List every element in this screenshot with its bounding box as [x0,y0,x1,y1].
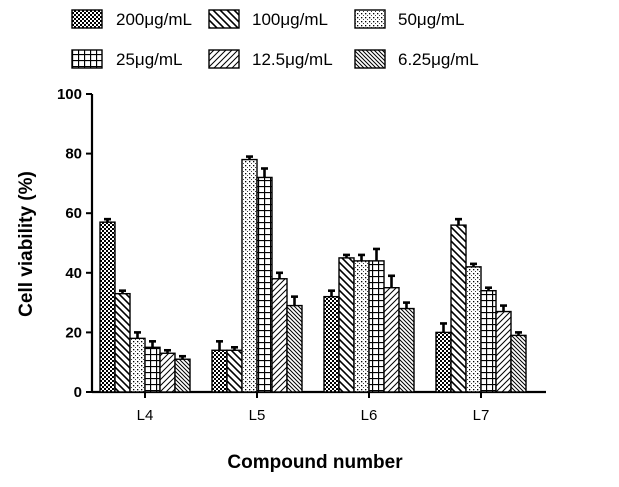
legend: 200μg/mL 100μg/mL 50μg/mL 25μg/mL 12.5μg/mL 6… [72,10,479,69]
legend-swatch [209,10,239,28]
y-tick-label: 100 [57,86,82,103]
bar [466,267,481,392]
legend-label: 200μg/mL [116,10,192,29]
y-tick-label: 60 [65,205,82,222]
bar [481,291,496,392]
legend-swatch [72,10,102,28]
legend-swatch [72,50,102,68]
legend-label: 100μg/mL [252,10,328,29]
x-tick-label: L7 [473,407,490,424]
bar [242,160,257,392]
x-tick-label: L6 [361,407,378,424]
bar [212,350,227,392]
bar [160,353,175,392]
bar [257,177,272,392]
bar [175,359,190,392]
legend-label: 50μg/mL [398,10,465,29]
bar [145,347,160,392]
bars [100,160,526,392]
bar [100,222,115,392]
y-axis-title: Cell viability (%) [16,171,37,317]
bar [287,306,302,392]
legend-swatch [355,50,385,68]
bar [324,297,339,392]
y-tick-label: 20 [65,324,82,341]
legend-swatch [355,10,385,28]
bar [496,312,511,392]
bar [384,288,399,392]
bar [354,261,369,392]
bar [511,335,526,392]
legend-label: 12.5μg/mL [252,50,333,69]
bar [227,350,242,392]
bar [115,294,130,392]
bar [369,261,384,392]
y-tick-label: 0 [74,384,82,401]
bar [436,332,451,392]
legend-label: 25μg/mL [116,50,183,69]
y-tick-label: 40 [65,265,82,282]
bar [272,279,287,392]
y-tick-label: 80 [65,146,82,163]
bar [130,338,145,392]
bar [339,258,354,392]
x-tick-label: L5 [249,407,266,424]
bar [451,225,466,392]
x-axis-title: Compound number [227,452,403,473]
bar [399,309,414,392]
legend-swatch [209,50,239,68]
x-tick-label: L4 [137,407,154,424]
legend-label: 6.25μg/mL [398,50,479,69]
